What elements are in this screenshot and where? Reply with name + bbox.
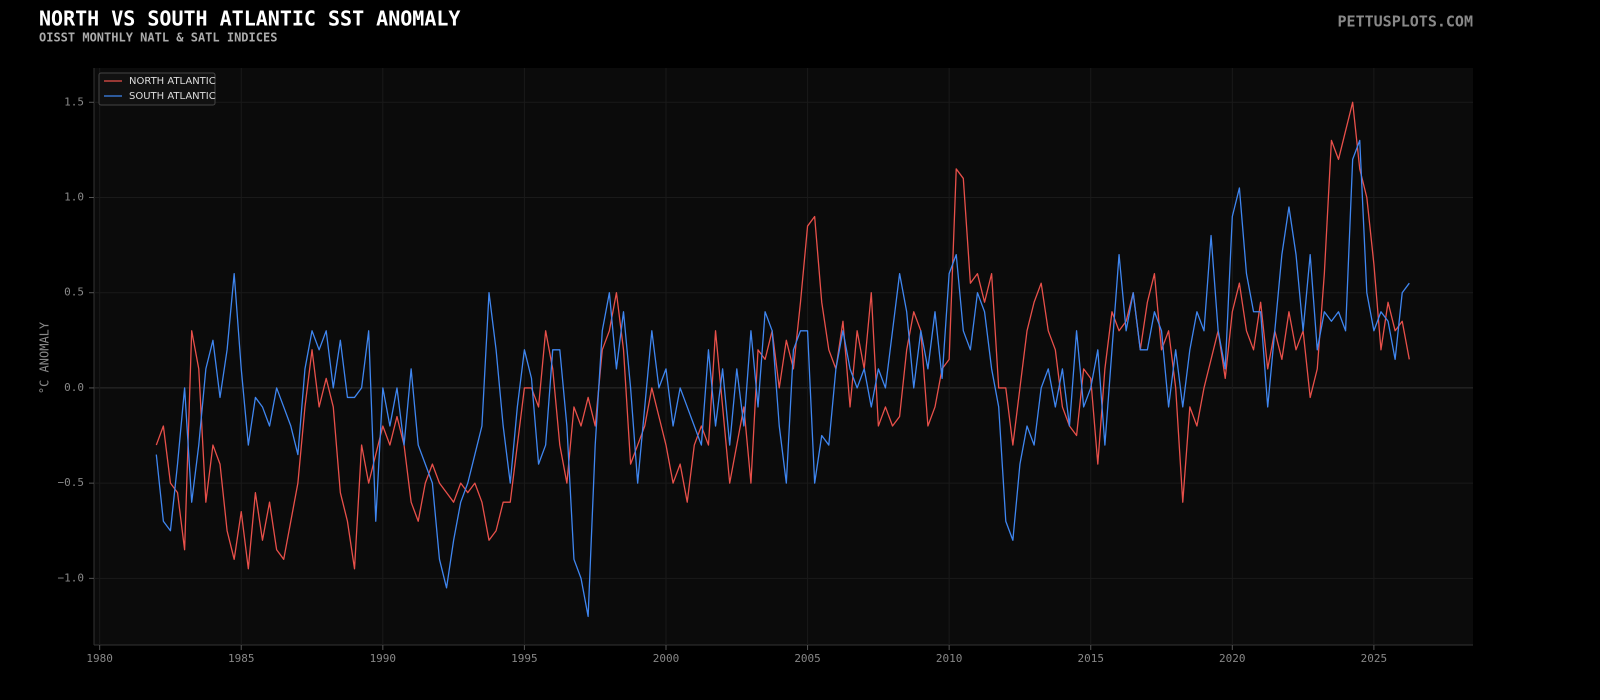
y-axis-label: °C ANOMALY xyxy=(38,321,52,394)
x-tick-label: 1995 xyxy=(511,652,538,665)
y-tick-label: 0.0 xyxy=(64,381,84,394)
chart-subtitle: OISST MONTHLY NATL & SATL INDICES xyxy=(39,31,277,45)
x-tick-label: 1990 xyxy=(370,652,397,665)
y-tick-label: 0.5 xyxy=(64,286,84,299)
x-tick-label: 2015 xyxy=(1077,652,1104,665)
chart-title: NORTH VS SOUTH ATLANTIC SST ANOMALY xyxy=(39,7,460,31)
series-line xyxy=(155,101,1410,570)
y-tick-label: −1.0 xyxy=(58,571,85,584)
watermark: PETTUSPLOTS.COM xyxy=(1338,13,1473,31)
legend-label: NORTH ATLANTIC xyxy=(129,76,216,87)
y-tick-label: 1.0 xyxy=(64,190,84,203)
legend-box xyxy=(98,72,216,106)
legend-label: SOUTH ATLANTIC xyxy=(129,91,216,102)
x-tick-label: 2005 xyxy=(794,652,821,665)
series-line xyxy=(155,139,1410,618)
x-tick-label: 2020 xyxy=(1219,652,1246,665)
x-tick-label: 2010 xyxy=(936,652,963,665)
x-tick-label: 2025 xyxy=(1361,652,1388,665)
y-tick-label: −0.5 xyxy=(58,476,85,489)
x-tick-label: 1980 xyxy=(86,652,113,665)
x-tick-label: 2000 xyxy=(653,652,680,665)
x-tick-label: 1985 xyxy=(228,652,255,665)
y-tick-label: 1.5 xyxy=(64,95,84,108)
